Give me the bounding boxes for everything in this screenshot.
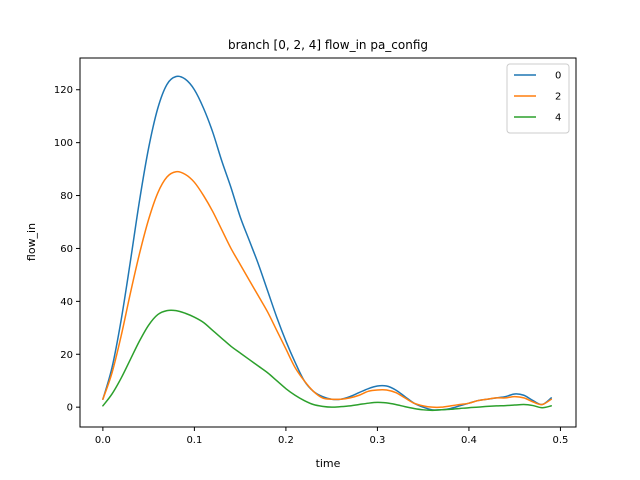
x-tick-label: 0.5 bbox=[552, 435, 568, 446]
x-tick-label: 0.1 bbox=[186, 435, 202, 446]
x-axis-label: time bbox=[316, 457, 341, 470]
legend-label-0: 0 bbox=[555, 71, 561, 82]
y-tick-label: 100 bbox=[54, 138, 73, 149]
y-tick-label: 60 bbox=[60, 244, 73, 255]
y-tick-label: 20 bbox=[60, 350, 73, 361]
y-tick-label: 0 bbox=[67, 403, 73, 414]
y-tick-label: 120 bbox=[54, 85, 73, 96]
plot-frame bbox=[79, 57, 577, 428]
y-axis-ticks: 0 20 40 60 80 100 120 bbox=[54, 85, 80, 414]
y-tick-label: 40 bbox=[60, 297, 73, 308]
legend-box bbox=[506, 63, 570, 134]
x-tick-label: 0.0 bbox=[95, 435, 111, 446]
legend-label-2: 2 bbox=[555, 92, 561, 103]
legend-label-4: 4 bbox=[555, 113, 561, 124]
x-axis-ticks: 0.0 0.1 0.2 0.3 0.4 0.5 bbox=[95, 427, 568, 446]
x-tick-label: 0.3 bbox=[369, 435, 385, 446]
x-tick-label: 0.2 bbox=[278, 435, 294, 446]
series-line-2 bbox=[102, 170, 553, 409]
y-axis-label: flow_in bbox=[25, 223, 38, 261]
legend: 0 2 4 bbox=[506, 63, 570, 134]
x-tick-label: 0.4 bbox=[461, 435, 477, 446]
chart-title: branch [0, 2, 4] flow_in pa_config bbox=[228, 38, 428, 52]
series-line-4 bbox=[102, 309, 553, 412]
y-tick-label: 80 bbox=[60, 191, 73, 202]
